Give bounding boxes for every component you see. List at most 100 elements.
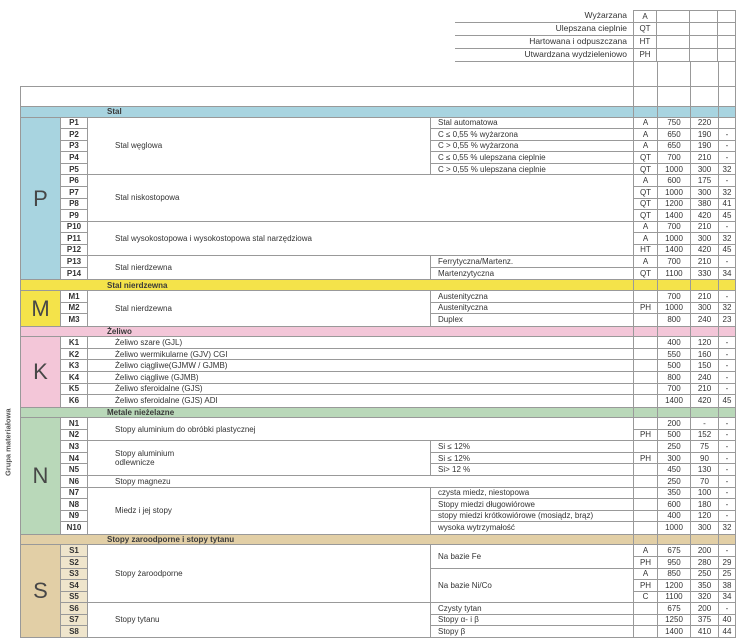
treatment-S2: PH bbox=[633, 556, 657, 569]
treatment-K6 bbox=[633, 395, 657, 407]
value2-P1: 220 bbox=[690, 117, 718, 130]
value1-S7: 1250 bbox=[657, 614, 690, 627]
treatment-P11: A bbox=[633, 233, 657, 245]
treatment-M1 bbox=[633, 291, 657, 303]
code-S6: S6 bbox=[60, 603, 88, 615]
value3-P3: - bbox=[718, 140, 736, 153]
treatment-P8: QT bbox=[633, 198, 657, 211]
value3-S6: - bbox=[718, 603, 736, 615]
code-S2: S2 bbox=[60, 556, 88, 569]
treatment-N4: PH bbox=[633, 452, 657, 465]
value3-S1: - bbox=[718, 545, 736, 557]
value3-S5: 34 bbox=[718, 591, 736, 604]
code-N10: N10 bbox=[60, 522, 88, 534]
code-P13: P13 bbox=[60, 256, 88, 268]
legend-empty-cell bbox=[657, 36, 690, 49]
section-header-K: Żeliwo bbox=[20, 325, 633, 338]
treatment-P4: QT bbox=[633, 152, 657, 164]
section-header-band bbox=[657, 279, 690, 291]
code-P6: P6 bbox=[60, 175, 88, 187]
value1-N2: 500 bbox=[657, 429, 690, 442]
value2-M2: 300 bbox=[690, 302, 718, 315]
code-P12: P12 bbox=[60, 244, 88, 257]
legend-empty-cell bbox=[718, 36, 736, 49]
value3-S3: 25 bbox=[718, 568, 736, 581]
label-N: Stopy magnezu bbox=[88, 476, 633, 488]
code-S5: S5 bbox=[60, 591, 88, 604]
value1-S8: 1400 bbox=[657, 626, 690, 638]
treatment-N6 bbox=[633, 476, 657, 488]
treatment-N3 bbox=[633, 441, 657, 453]
value3-P13: - bbox=[718, 256, 736, 268]
legend-label: Wyżarzana bbox=[455, 10, 633, 23]
value1-P5: 1000 bbox=[657, 163, 690, 176]
value3-P2: - bbox=[718, 129, 736, 141]
value3-P14: 34 bbox=[718, 267, 736, 280]
section-header-N: Metale nieżelazne bbox=[20, 406, 633, 419]
legend-label: Utwardzana wydzieleniowo bbox=[455, 49, 633, 62]
code-N2: N2 bbox=[60, 429, 88, 442]
code-P11: P11 bbox=[60, 233, 88, 245]
section-header-band bbox=[690, 325, 718, 338]
section-header-P: Stal bbox=[20, 106, 633, 118]
code-N7: N7 bbox=[60, 487, 88, 500]
group-letter-M: M bbox=[20, 291, 60, 326]
code-S7: S7 bbox=[60, 614, 88, 627]
label-P: Stal wysokostopowa i wysokostopowa stal … bbox=[88, 222, 633, 257]
label-K: Żeliwo ciągliwe (GJMB) bbox=[88, 372, 633, 384]
value2-K6: 420 bbox=[690, 395, 718, 407]
label-S: Na bazie Fe bbox=[430, 545, 633, 569]
section-header-band bbox=[718, 533, 736, 546]
treatment-N7 bbox=[633, 487, 657, 500]
treatment-S8 bbox=[633, 626, 657, 638]
section-header-band bbox=[690, 533, 718, 546]
value1-M3: 800 bbox=[657, 314, 690, 326]
value2-K5: 210 bbox=[690, 383, 718, 396]
treatment-N2: PH bbox=[633, 429, 657, 442]
value3-S7: 40 bbox=[718, 614, 736, 627]
label-N: stopy miedzi krótkowiórowe (mosiądz, brą… bbox=[430, 510, 633, 523]
label-N: Si> 12 % bbox=[430, 464, 633, 476]
table-top-spacer-cell bbox=[718, 86, 736, 106]
code-N1: N1 bbox=[60, 418, 88, 430]
value1-N9: 400 bbox=[657, 510, 690, 523]
section-header-band bbox=[657, 406, 690, 419]
treatment-P10: A bbox=[633, 221, 657, 234]
value1-N3: 250 bbox=[657, 441, 690, 453]
legend-empty-cell bbox=[690, 36, 718, 49]
code-P4: P4 bbox=[60, 152, 88, 164]
treatment-P2: A bbox=[633, 129, 657, 141]
value1-N4: 300 bbox=[657, 452, 690, 465]
code-N6: N6 bbox=[60, 476, 88, 488]
treatment-S6 bbox=[633, 603, 657, 615]
treatment-K1 bbox=[633, 337, 657, 349]
code-S8: S8 bbox=[60, 626, 88, 638]
value3-P8: 41 bbox=[718, 198, 736, 211]
treatment-N1 bbox=[633, 418, 657, 430]
code-K4: K4 bbox=[60, 371, 88, 384]
value3-P9: 45 bbox=[718, 210, 736, 222]
label-K: Żeliwo ciągliwe(GJMW / GJMB) bbox=[88, 360, 633, 372]
label-S: Stopy tytanu bbox=[88, 603, 430, 638]
value1-P6: 600 bbox=[657, 175, 690, 187]
treatment-N9 bbox=[633, 510, 657, 523]
value1-K1: 400 bbox=[657, 337, 690, 349]
code-N4: N4 bbox=[60, 452, 88, 465]
value1-N10: 1000 bbox=[657, 522, 690, 534]
treatment-P13: A bbox=[633, 256, 657, 268]
legend-code-A: A bbox=[633, 10, 657, 23]
value2-S3: 250 bbox=[690, 568, 718, 581]
value2-N10: 300 bbox=[690, 522, 718, 534]
group-letter-N: N bbox=[20, 418, 60, 534]
value3-N7: - bbox=[718, 487, 736, 500]
value1-S4: 1200 bbox=[657, 580, 690, 592]
treatment-P12: HT bbox=[633, 244, 657, 257]
value1-K5: 700 bbox=[657, 383, 690, 396]
value1-N6: 250 bbox=[657, 476, 690, 488]
value2-N5: 130 bbox=[690, 464, 718, 476]
value1-P3: 650 bbox=[657, 140, 690, 153]
code-P2: P2 bbox=[60, 129, 88, 141]
value1-S3: 850 bbox=[657, 568, 690, 581]
section-header-band bbox=[690, 106, 718, 118]
section-header-S: Stopy zaroodporne i stopy tytanu bbox=[20, 533, 633, 546]
